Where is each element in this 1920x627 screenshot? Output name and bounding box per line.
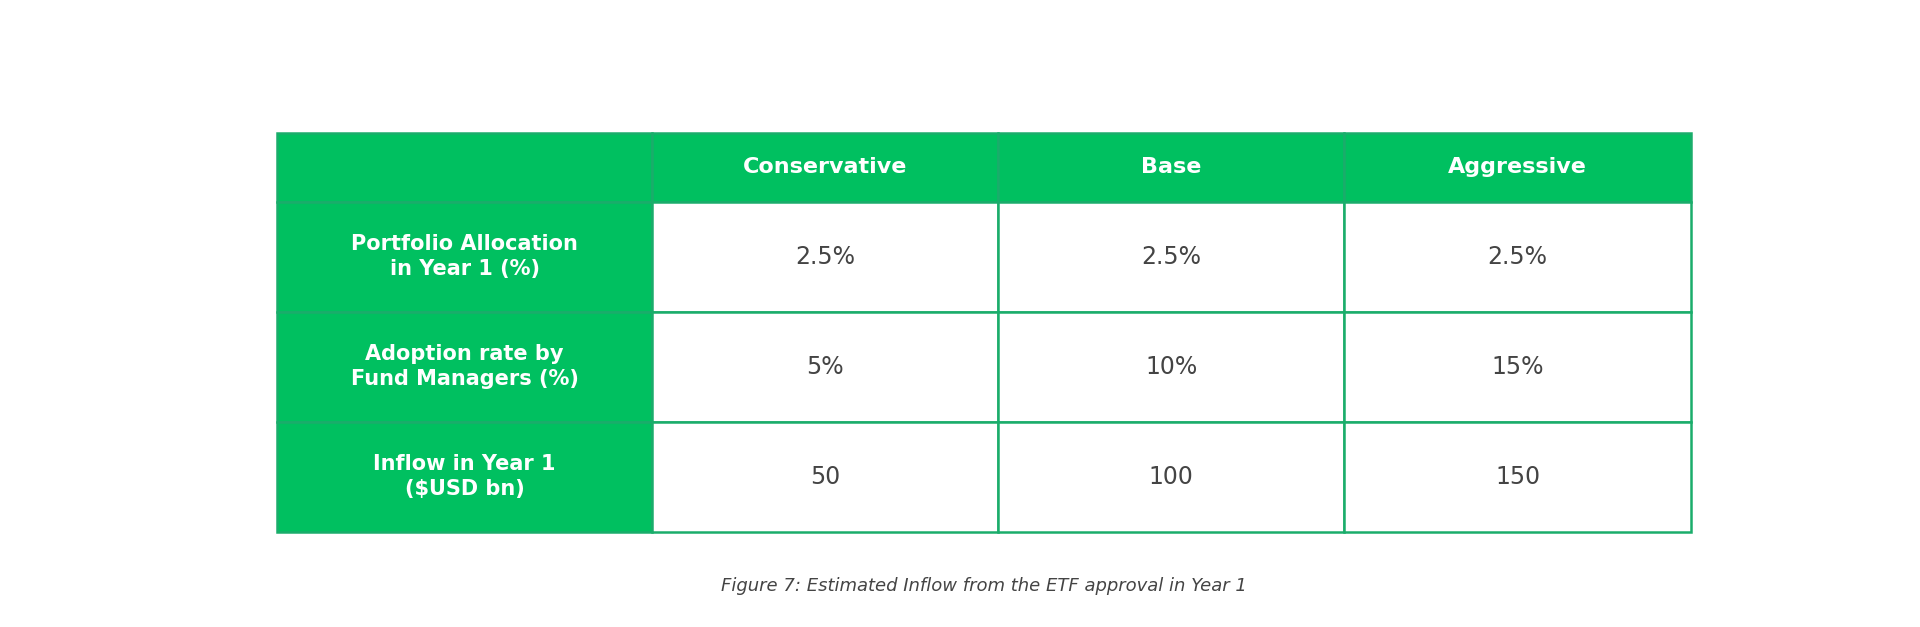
Bar — [998, 202, 1344, 312]
Text: 5%: 5% — [806, 355, 843, 379]
Bar — [651, 312, 998, 422]
Bar — [998, 422, 1344, 532]
Bar — [1344, 202, 1692, 312]
Bar — [1344, 312, 1692, 422]
Bar — [998, 133, 1344, 202]
Bar — [1344, 133, 1692, 202]
Bar — [651, 202, 998, 312]
Text: Base: Base — [1140, 157, 1202, 177]
Text: 50: 50 — [810, 465, 841, 489]
Text: Portfolio Allocation
in Year 1 (%): Portfolio Allocation in Year 1 (%) — [351, 234, 578, 279]
Text: Conservative: Conservative — [743, 157, 906, 177]
Text: 2.5%: 2.5% — [795, 245, 854, 269]
Text: 100: 100 — [1148, 465, 1194, 489]
Bar — [651, 422, 998, 532]
Bar — [276, 202, 651, 312]
Bar — [651, 133, 998, 202]
Bar — [1344, 422, 1692, 532]
Text: Adoption rate by
Fund Managers (%): Adoption rate by Fund Managers (%) — [351, 344, 578, 389]
Text: 2.5%: 2.5% — [1140, 245, 1202, 269]
Text: 15%: 15% — [1492, 355, 1544, 379]
Bar — [276, 422, 651, 532]
Bar — [276, 133, 651, 202]
Text: 2.5%: 2.5% — [1488, 245, 1548, 269]
Bar — [998, 312, 1344, 422]
Text: 10%: 10% — [1144, 355, 1198, 379]
Text: Aggressive: Aggressive — [1448, 157, 1588, 177]
Bar — [276, 312, 651, 422]
Text: 150: 150 — [1496, 465, 1540, 489]
Text: Figure 7: Estimated Inflow from the ETF approval in Year 1: Figure 7: Estimated Inflow from the ETF … — [722, 577, 1246, 596]
Text: Inflow in Year 1
($USD bn): Inflow in Year 1 ($USD bn) — [372, 455, 555, 499]
